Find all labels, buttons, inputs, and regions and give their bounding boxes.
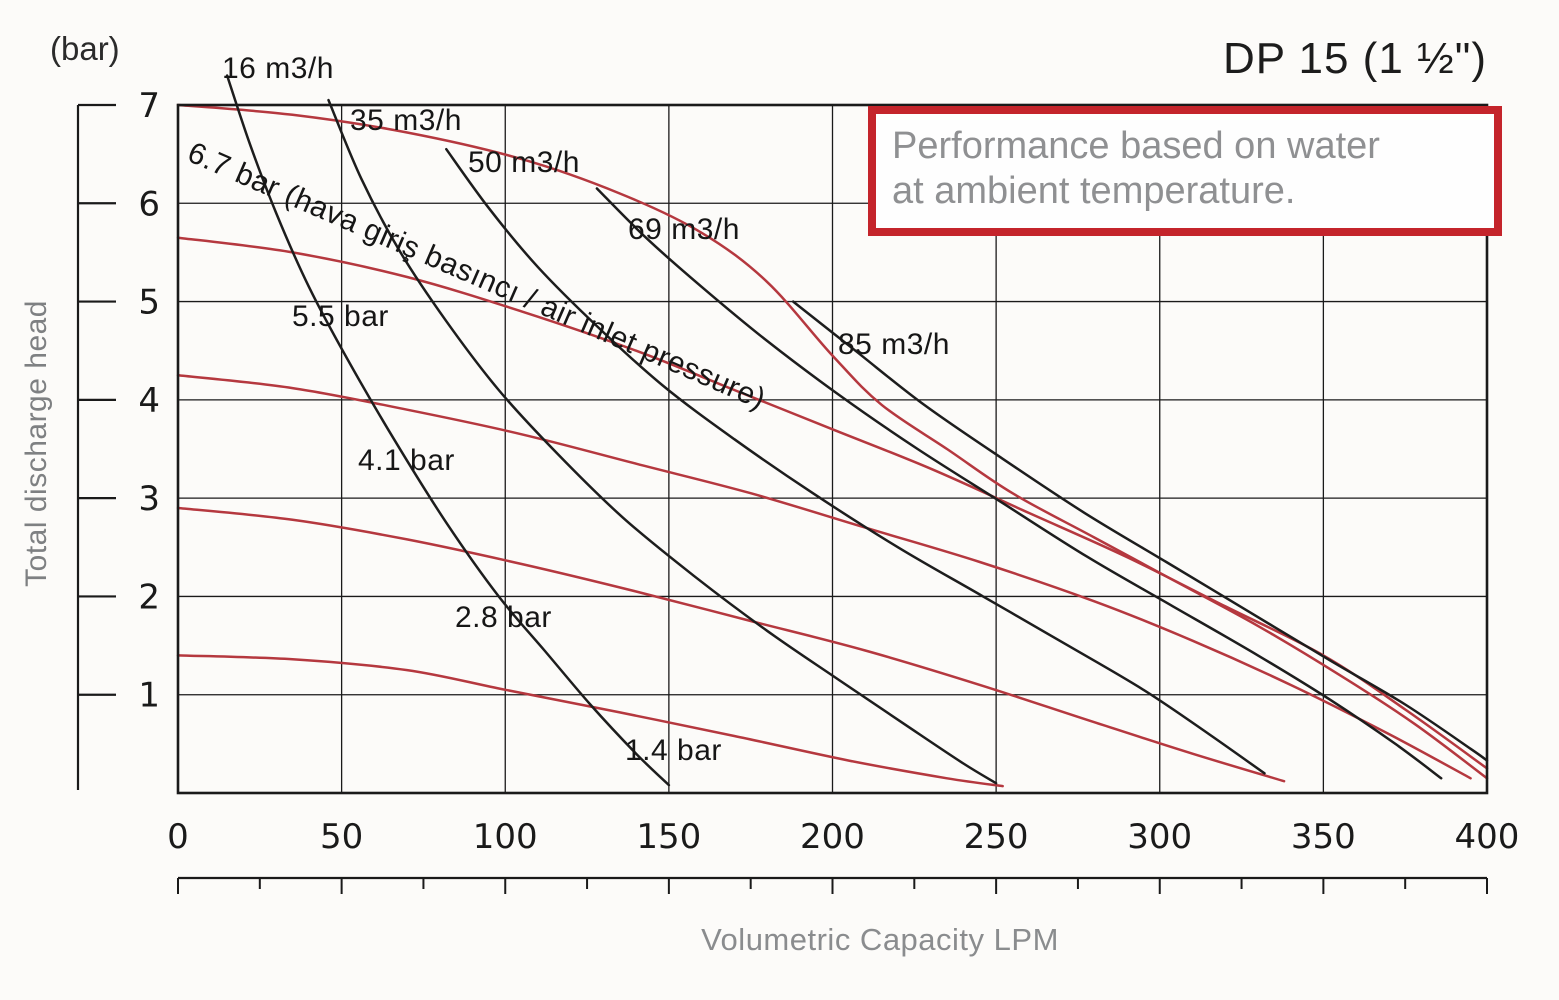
curve-label-50-m3-h: 50 m3/h (468, 146, 580, 179)
y-tick-label-4: 4 (138, 381, 160, 421)
y-tick-label-5: 5 (138, 283, 160, 323)
curve-label-2-8-bar: 2.8 bar (455, 601, 552, 634)
y-tick-label-1: 1 (138, 676, 160, 716)
plot-border (176, 103, 1489, 795)
curves (176, 74, 1489, 788)
y-tick-label-7: 7 (138, 86, 160, 126)
x-axis-ruler (177, 876, 1488, 894)
y-axis-title: Total discharge head (20, 300, 53, 587)
y-tick-label-6: 6 (138, 184, 160, 224)
curve-4-1-bar (176, 374, 1472, 780)
x-tick-label-0: 0 (167, 817, 189, 857)
x-tick-label-300: 300 (1127, 817, 1192, 857)
curve-6-7-bar (176, 103, 1489, 780)
curve-69-m3-h (595, 187, 1443, 780)
curve-85-m3-h (791, 300, 1489, 762)
x-axis-numbers: 0 50 100 150 200 250 300 350 400 (167, 817, 1519, 857)
x-axis-title: Volumetric Capacity LPM (701, 922, 1059, 957)
x-tick-label-350: 350 (1291, 817, 1356, 857)
y-axis: 1 2 3 4 5 6 7 (76, 86, 160, 790)
curve-50-m3-h (445, 147, 1266, 775)
curve-2-8-bar (176, 506, 1286, 783)
curve-label-85-m3-h: 85 m3/h (838, 328, 950, 361)
note-line-2: at ambient temperature. (892, 169, 1296, 212)
x-tick-label-50: 50 (320, 817, 363, 857)
curve-1-4-bar (176, 654, 1004, 788)
curve-label-5-5-bar: 5.5 bar (292, 300, 389, 333)
chart-title: DP 15 (1 ½") (1222, 34, 1487, 83)
x-tick-label-250: 250 (964, 817, 1029, 857)
curve-label-16-m3-h: 16 m3/h (222, 52, 334, 85)
x-tick-label-400: 400 (1455, 817, 1520, 857)
curve-label-1-4-bar: 1.4 bar (625, 734, 722, 767)
curve-label-4-1-bar: 4.1 bar (358, 444, 455, 477)
x-tick-label-100: 100 (473, 817, 538, 857)
curve-label-35-m3-h: 35 m3/h (350, 104, 462, 137)
note-line-1: Performance based on water (892, 125, 1380, 167)
curve-35-m3-h (327, 98, 998, 785)
curve-label-69-m3-h: 69 m3/h (628, 213, 740, 246)
curve-16-m3-h (225, 74, 671, 787)
y-tick-label-3: 3 (138, 479, 160, 519)
x-tick-label-200: 200 (800, 817, 865, 857)
performance-note-box: Performance based on water at ambient te… (868, 106, 1502, 236)
x-tick-label-150: 150 (636, 817, 701, 857)
y-axis-unit-label: (bar) (50, 30, 120, 67)
y-tick-label-2: 2 (138, 577, 160, 617)
